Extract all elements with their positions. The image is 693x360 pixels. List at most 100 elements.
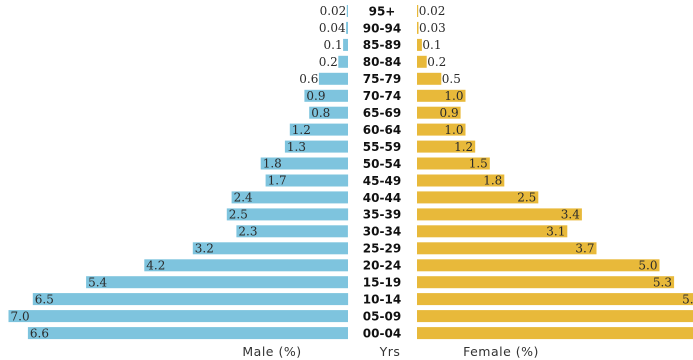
age-group-label: 10-14 [363,292,401,306]
age-group-label: 60-64 [363,123,401,137]
female-value-label: 0.03 [419,21,446,35]
age-group-label: 15-19 [363,276,401,290]
female-value-label: 5.9 [682,292,693,306]
male-value-label: 1.2 [292,123,311,137]
female-value-label: 5.0 [638,258,657,272]
male-value-label: 0.6 [299,72,318,86]
male-value-label: 6.5 [35,292,54,306]
female-bar [417,106,461,119]
age-group-label: 95+ [369,4,396,18]
male-bar [231,191,348,204]
male-value-label: 4.2 [146,258,165,272]
male-value-label: 7.0 [11,309,30,323]
male-bar [192,242,348,255]
female-value-label: 1.0 [444,89,463,103]
male-bar [86,276,348,289]
female-value-label: 0.5 [442,72,461,86]
male-value-label: 3.2 [195,242,214,256]
male-bar [304,89,348,102]
age-group-label: 85-89 [363,38,401,52]
age-group-label: 50-54 [363,157,401,171]
female-bar [417,89,466,102]
age-group-label: 70-74 [363,89,401,103]
female-bar [417,174,505,187]
male-bar [343,38,348,51]
age-group-label: 90-94 [363,21,401,35]
female-bar [417,72,442,85]
male-bar [27,327,349,340]
female-bar [417,327,693,340]
female-bar [417,208,582,221]
male-value-label: 0.02 [320,4,347,18]
bars-layer [8,5,693,340]
age-group-label: 45-49 [363,174,401,188]
age-group-label: 30-34 [363,225,401,239]
female-bar [417,157,490,170]
female-value-label: 3.1 [546,225,565,239]
male-bar [260,157,348,170]
age-group-label: 65-69 [363,106,401,120]
years-axis-label: Yrs [379,344,401,359]
male-bar [289,123,348,136]
male-value-label: 0.2 [319,55,338,69]
male-value-label: 0.9 [306,89,325,103]
male-value-label: 1.8 [263,157,282,171]
female-bar [417,5,419,17]
female-value-label: 3.4 [561,208,580,222]
male-value-label: 0.1 [324,38,343,52]
female-value-label: 3.7 [575,242,594,256]
male-value-label: 0.8 [311,106,330,120]
age-group-label: 20-24 [363,259,401,273]
age-group-label: 25-29 [363,242,401,256]
age-group-label: 35-39 [363,208,401,222]
male-bar [265,174,349,187]
female-value-label: 2.5 [517,191,536,205]
male-value-label: 5.4 [88,275,107,289]
male-bar [236,225,348,238]
female-bar [417,276,675,289]
male-bar [8,310,348,323]
female-bar [417,259,660,272]
male-bar [32,293,349,306]
female-bar [417,191,539,204]
female-value-label: 1.8 [483,174,502,188]
male-bar [144,259,348,272]
female-bar [417,225,568,238]
female-value-label: 1.0 [444,123,463,137]
age-group-label: 75-79 [363,72,401,86]
male-bar [226,208,349,221]
age-group-label: 00-04 [363,326,401,340]
female-value-label: 0.2 [427,55,446,69]
female-bar [417,310,693,323]
female-value-label: 0.02 [419,4,446,18]
male-value-label: 2.4 [234,191,253,205]
female-bar [417,293,693,306]
male-value-label: 2.3 [238,225,257,239]
female-bar [417,21,419,34]
male-bar [346,5,348,17]
female-value-label: 1.2 [454,140,473,154]
male-value-label: 0.04 [319,21,346,35]
male-value-label: 1.3 [287,140,306,154]
male-value-label: 2.5 [229,208,248,222]
female-bar [417,38,422,51]
age-group-label: 80-84 [363,55,401,69]
female-axis-label: Female (%) [463,344,539,359]
female-value-label: 1.5 [469,157,488,171]
male-bar [346,21,348,34]
female-bar [417,55,427,68]
female-bar [417,242,597,255]
male-value-label: 1.7 [268,174,287,188]
male-axis-label: Male (%) [242,344,301,359]
female-bar [417,140,476,153]
female-value-label: 0.9 [440,106,459,120]
age-group-label: 05-09 [363,309,401,323]
age-group-label: 55-59 [363,140,401,154]
male-bar [318,72,348,85]
female-value-label: 0.1 [422,38,441,52]
male-bar [338,55,348,68]
age-group-label: 40-44 [363,191,401,205]
female-value-label: 5.3 [653,275,672,289]
